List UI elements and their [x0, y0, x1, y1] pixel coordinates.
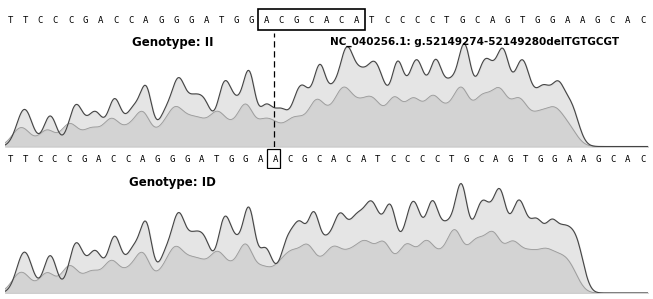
Text: A: A: [98, 16, 103, 25]
Text: G: G: [188, 16, 194, 25]
Text: G: G: [294, 16, 299, 25]
Text: A: A: [493, 155, 498, 164]
Text: C: C: [429, 16, 434, 25]
Text: A: A: [199, 155, 204, 164]
Text: A: A: [580, 16, 585, 25]
Text: C: C: [128, 16, 133, 25]
Text: T: T: [8, 16, 13, 25]
Bar: [267, 150, 280, 168]
Text: A: A: [272, 155, 278, 164]
Text: A: A: [566, 155, 572, 164]
Text: C: C: [125, 155, 131, 164]
Text: A: A: [264, 16, 269, 25]
Text: C: C: [640, 155, 645, 164]
Text: A: A: [581, 155, 586, 164]
Text: T: T: [23, 16, 28, 25]
Text: A: A: [324, 16, 329, 25]
Text: G: G: [249, 16, 254, 25]
Text: A: A: [489, 16, 495, 25]
Text: A: A: [565, 16, 570, 25]
Text: A: A: [96, 155, 101, 164]
Text: G: G: [537, 155, 543, 164]
Text: G: G: [173, 16, 179, 25]
Text: C: C: [414, 16, 419, 25]
Text: C: C: [434, 155, 439, 164]
Text: G: G: [155, 155, 160, 164]
Text: C: C: [52, 155, 57, 164]
Bar: [258, 9, 365, 30]
Text: NC_040256.1: g.52149274-52149280delTGTGCGT: NC_040256.1: g.52149274-52149280delTGTGC…: [330, 36, 619, 47]
Text: G: G: [81, 155, 87, 164]
Text: G: G: [552, 155, 557, 164]
Text: C: C: [68, 16, 73, 25]
Text: A: A: [625, 16, 630, 25]
Text: T: T: [375, 155, 381, 164]
Text: T: T: [369, 16, 374, 25]
Text: G: G: [83, 16, 88, 25]
Text: G: G: [229, 155, 234, 164]
Text: C: C: [67, 155, 72, 164]
Text: C: C: [38, 16, 43, 25]
Text: G: G: [596, 155, 601, 164]
Text: G: G: [169, 155, 175, 164]
Text: G: G: [302, 155, 307, 164]
Text: C: C: [405, 155, 410, 164]
Text: C: C: [37, 155, 42, 164]
Text: G: G: [507, 155, 513, 164]
Text: T: T: [520, 16, 525, 25]
Text: G: G: [234, 16, 239, 25]
Text: A: A: [258, 155, 263, 164]
Text: A: A: [625, 155, 631, 164]
Text: G: G: [459, 16, 465, 25]
Text: C: C: [640, 16, 645, 25]
Text: C: C: [339, 16, 344, 25]
Text: A: A: [143, 16, 148, 25]
Text: C: C: [287, 155, 293, 164]
Text: A: A: [354, 16, 359, 25]
Text: G: G: [184, 155, 189, 164]
Text: Genotype: II: Genotype: II: [131, 36, 213, 49]
Text: T: T: [444, 16, 450, 25]
Text: T: T: [8, 155, 13, 164]
Text: C: C: [610, 16, 615, 25]
Text: C: C: [474, 16, 480, 25]
Text: G: G: [505, 16, 510, 25]
Text: C: C: [317, 155, 322, 164]
Text: C: C: [279, 16, 284, 25]
Text: Genotype: ID: Genotype: ID: [129, 176, 215, 189]
Text: T: T: [214, 155, 219, 164]
Text: A: A: [360, 155, 366, 164]
Text: G: G: [464, 155, 469, 164]
Text: C: C: [419, 155, 424, 164]
Text: C: C: [399, 16, 404, 25]
Text: C: C: [53, 16, 58, 25]
Text: G: G: [550, 16, 555, 25]
Text: C: C: [390, 155, 395, 164]
Text: C: C: [113, 16, 118, 25]
Text: A: A: [140, 155, 146, 164]
Text: G: G: [243, 155, 248, 164]
Text: A: A: [331, 155, 336, 164]
Text: C: C: [110, 155, 116, 164]
Text: T: T: [219, 16, 224, 25]
Text: G: G: [158, 16, 164, 25]
Text: T: T: [449, 155, 454, 164]
Text: C: C: [611, 155, 616, 164]
Text: T: T: [522, 155, 528, 164]
Text: G: G: [595, 16, 600, 25]
Text: C: C: [478, 155, 484, 164]
Text: C: C: [309, 16, 314, 25]
Text: G: G: [535, 16, 540, 25]
Text: T: T: [22, 155, 28, 164]
Text: C: C: [384, 16, 389, 25]
Text: A: A: [203, 16, 209, 25]
Text: C: C: [346, 155, 351, 164]
